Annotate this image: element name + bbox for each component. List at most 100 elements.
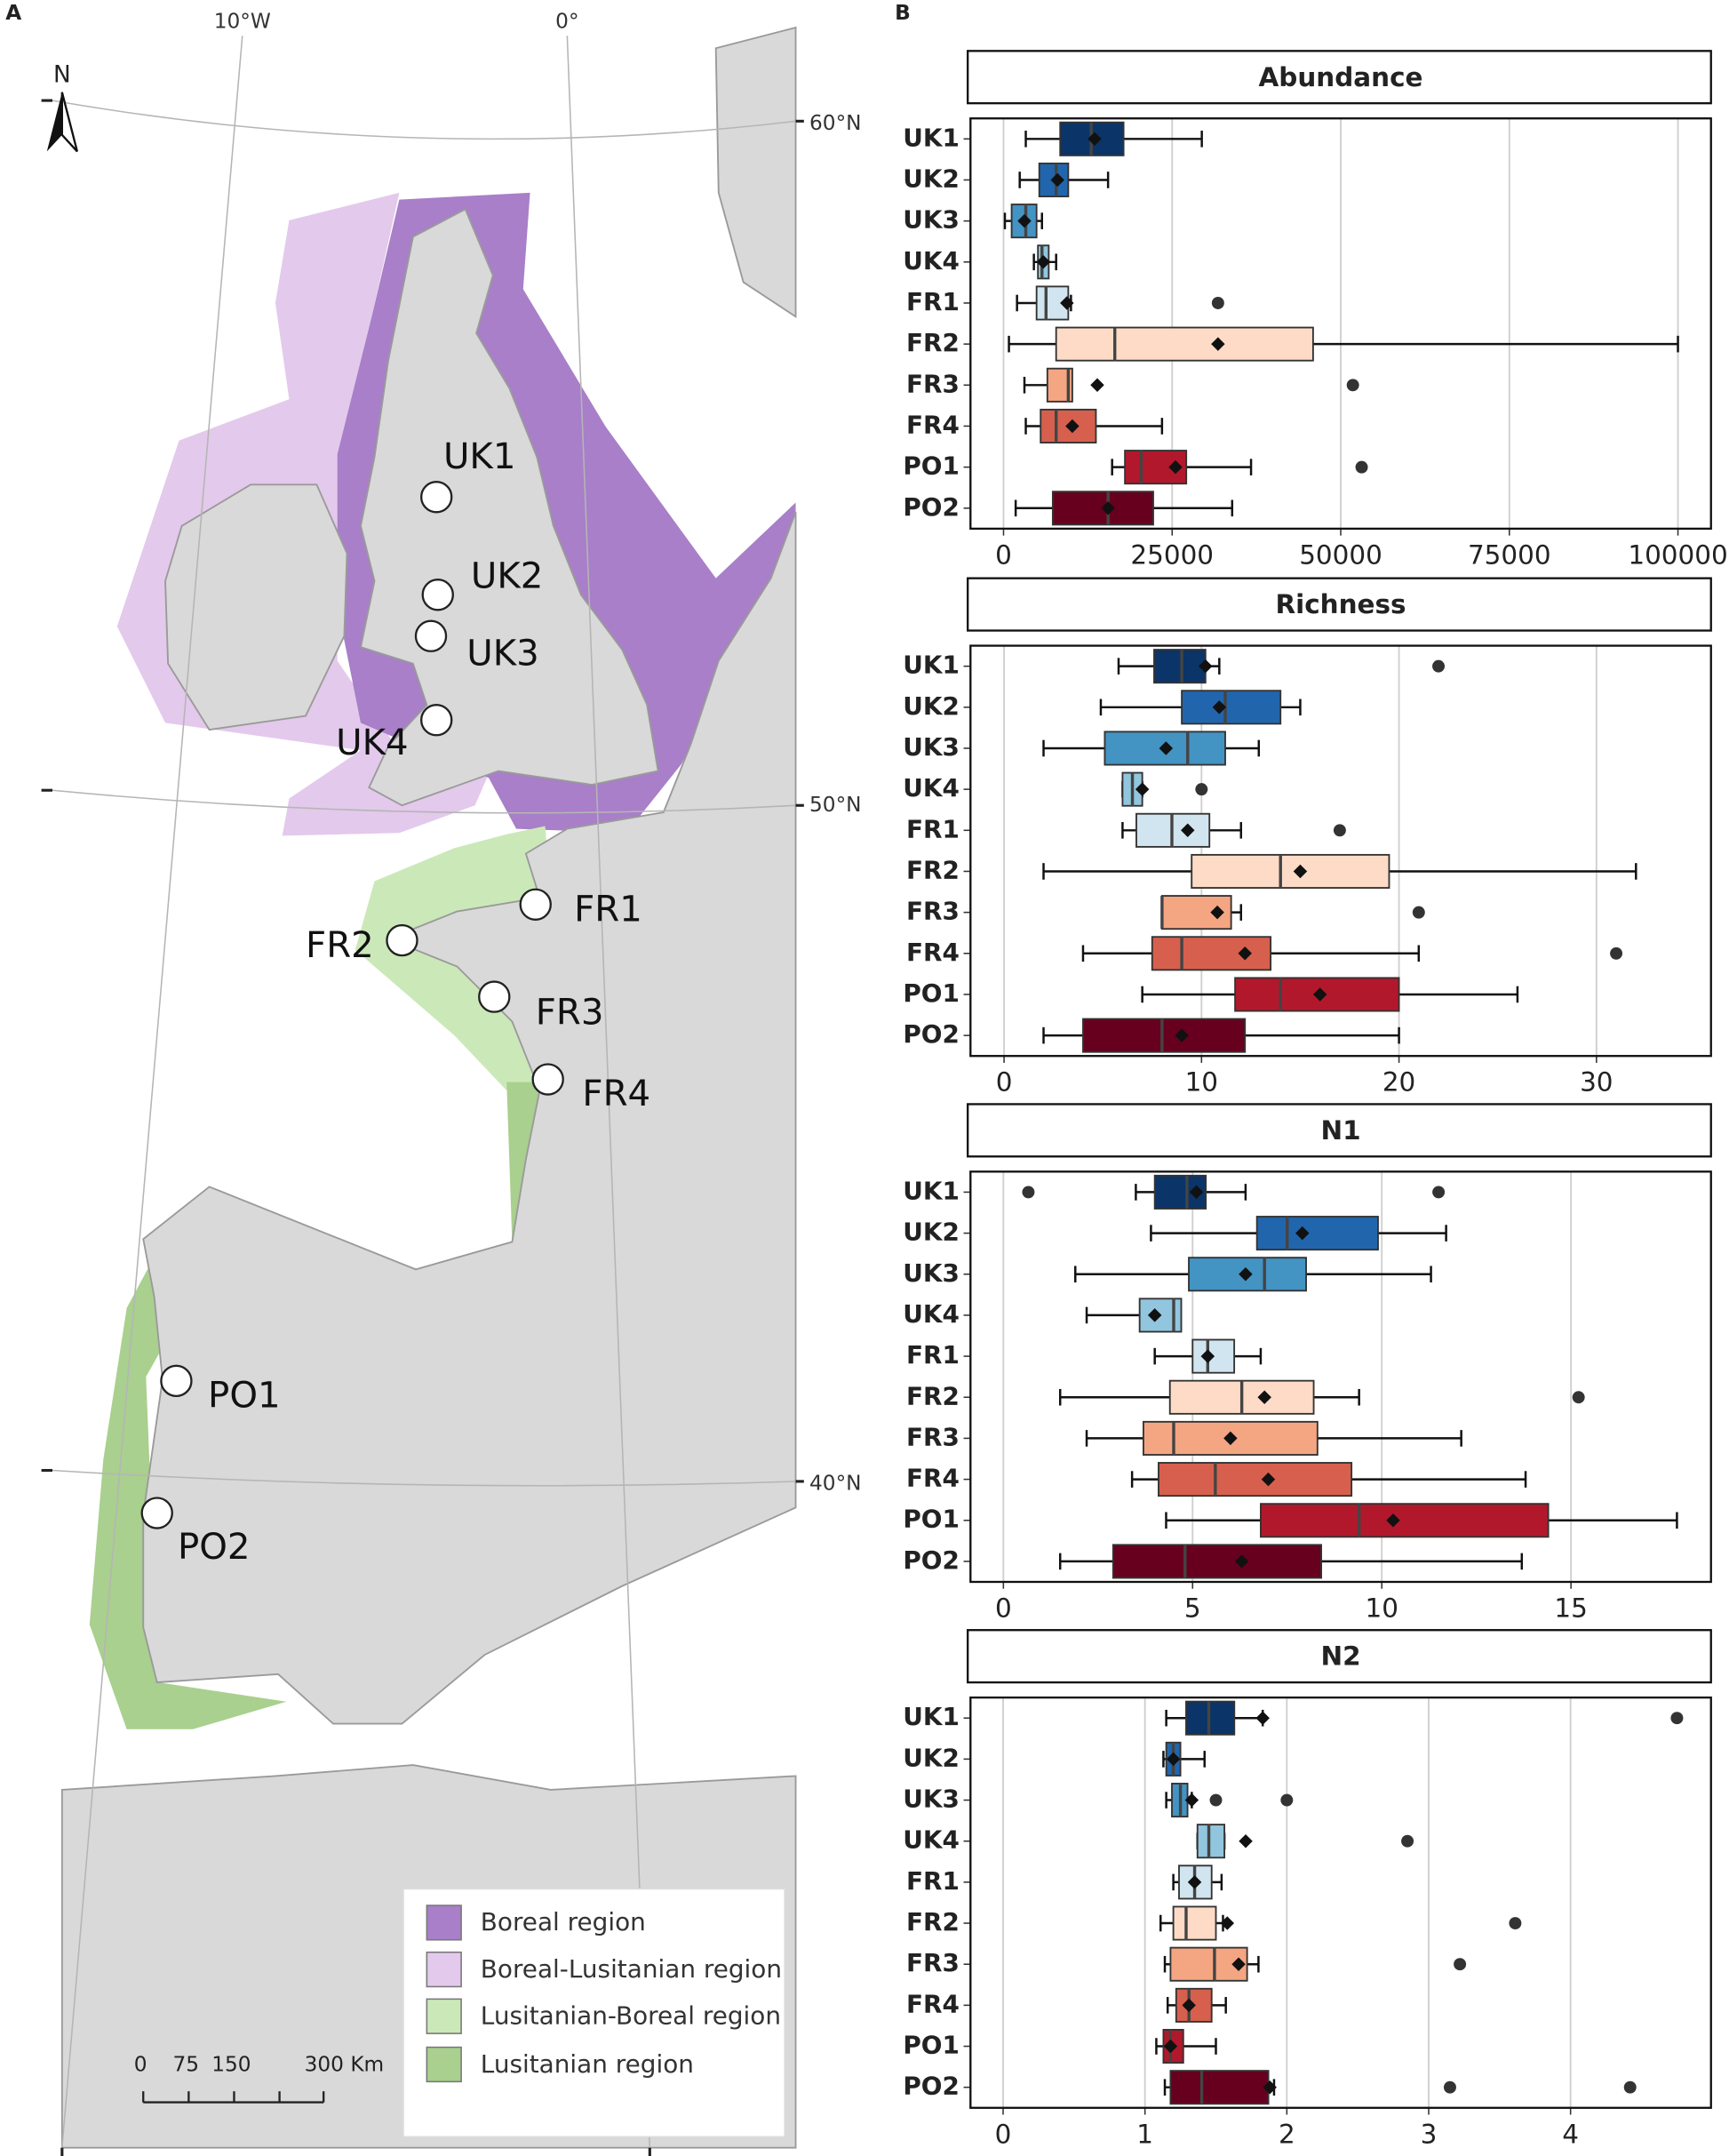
- outlier: [1401, 1834, 1414, 1848]
- outlier: [1412, 906, 1425, 919]
- box: [1169, 2070, 1270, 2105]
- y-tick-label: FR3: [906, 369, 960, 398]
- mean: [1386, 1513, 1400, 1528]
- mean: [1220, 1916, 1235, 1930]
- facet-strip: [967, 1629, 1712, 1684]
- facet-strip: [967, 577, 1712, 632]
- facet-title: Richness: [1275, 589, 1406, 619]
- y-tick-label: PO1: [903, 978, 960, 1008]
- y-tick-label: FR4: [906, 1989, 960, 2018]
- outlier: [1280, 1793, 1294, 1807]
- site-label: FR4: [582, 1074, 650, 1114]
- x-tick-label: 100000: [1628, 539, 1727, 570]
- panel-label: B: [895, 1, 911, 25]
- y-tick-label: PO2: [903, 1545, 960, 1575]
- site-marker: [420, 704, 453, 737]
- mean: [1239, 1267, 1253, 1282]
- mean: [1036, 255, 1051, 269]
- y-tick-label: UK4: [903, 1299, 960, 1329]
- y-tick-label: UK4: [903, 246, 960, 275]
- facet-title: N2: [1320, 1641, 1360, 1672]
- legend-swatch: [426, 1951, 462, 1988]
- mean: [1312, 987, 1327, 1002]
- mean: [1257, 1390, 1271, 1404]
- north-label: N: [53, 62, 71, 89]
- mean: [1090, 378, 1104, 393]
- mean: [1211, 337, 1225, 351]
- site-label: FR1: [574, 890, 642, 930]
- y-tick-label: FR2: [906, 328, 960, 357]
- mean: [1182, 1998, 1196, 2013]
- site-marker: [421, 579, 454, 611]
- graticule-line: [61, 36, 243, 2148]
- outlier: [1432, 659, 1445, 673]
- y-tick-label: UK3: [903, 1785, 960, 1814]
- legend-label: Lusitanian-Boreal region: [481, 2001, 781, 2031]
- outlier: [1454, 1958, 1467, 1971]
- y-tick-label: FR1: [906, 1340, 960, 1369]
- legend-swatch: [426, 2046, 462, 2083]
- mean: [1234, 1554, 1249, 1569]
- outlier: [1355, 460, 1368, 474]
- x-tick-label: 15: [1554, 1593, 1587, 1623]
- mean: [1189, 1185, 1204, 1200]
- legend-swatch: [426, 1998, 462, 2034]
- mean: [1199, 659, 1213, 674]
- facet-strip: [967, 50, 1712, 105]
- north-arrow: [60, 92, 79, 153]
- y-tick-label: PO2: [903, 1019, 960, 1049]
- land: [714, 26, 797, 319]
- y-tick-label: UK2: [903, 164, 960, 193]
- mean: [1263, 2080, 1277, 2095]
- outlier: [1610, 946, 1623, 960]
- mean: [1168, 459, 1183, 475]
- x-tick-label: 0: [996, 1067, 1013, 1098]
- site-marker: [519, 888, 552, 922]
- y-tick-label: UK2: [903, 1218, 960, 1247]
- graticule-label: 50°N: [809, 793, 862, 817]
- outlier: [1211, 297, 1224, 309]
- graticule-line: [52, 100, 796, 140]
- legend-label: Lusitanian region: [481, 2049, 694, 2079]
- graticule-line: [566, 36, 651, 2148]
- box: [1082, 1018, 1247, 1053]
- y-tick-label: PO2: [903, 492, 960, 522]
- box: [1255, 1216, 1379, 1251]
- mean: [1017, 213, 1032, 228]
- y-tick-label: FR3: [906, 1422, 960, 1451]
- y-tick-label: PO1: [903, 2031, 960, 2060]
- site-label: PO1: [208, 1375, 281, 1416]
- scale-label: 150: [211, 2052, 251, 2076]
- land: [142, 511, 797, 1725]
- site-marker: [414, 619, 448, 652]
- site-label: UK1: [443, 436, 516, 477]
- graticule-label: 0°: [555, 9, 578, 33]
- x-tick-label: 30: [1580, 1067, 1613, 1098]
- outlier: [1195, 783, 1208, 796]
- mean: [1212, 700, 1227, 715]
- facet-strip: [967, 1103, 1712, 1158]
- outlier: [1623, 2080, 1637, 2094]
- site-label: FR2: [306, 925, 374, 966]
- y-tick-label: FR3: [906, 1948, 960, 1977]
- y-tick-label: FR2: [906, 1381, 960, 1410]
- y-tick-label: UK3: [903, 205, 960, 235]
- box: [1055, 326, 1314, 362]
- outlier: [1432, 1186, 1446, 1199]
- y-tick-label: FR4: [906, 938, 960, 967]
- map: 10°W 0° 60°N 50°N 40°N N UK1 UK2 UK3 UK4…: [41, 9, 862, 2156]
- mean: [1255, 1711, 1270, 1725]
- x-tick-label: 0: [995, 1593, 1012, 1623]
- x-tick-label: 75000: [1468, 539, 1551, 570]
- mean: [1238, 946, 1252, 961]
- y-tick-label: UK1: [903, 651, 960, 680]
- y-tick-label: UK3: [903, 732, 960, 762]
- mean: [1223, 1431, 1238, 1446]
- site-marker: [140, 1497, 173, 1529]
- mean: [1050, 172, 1064, 188]
- x-tick-label: 1: [1136, 2119, 1153, 2149]
- site-label: UK3: [466, 633, 539, 674]
- graticule-line: [52, 1469, 796, 1487]
- box: [1151, 936, 1272, 971]
- legend-box: [402, 1888, 785, 2138]
